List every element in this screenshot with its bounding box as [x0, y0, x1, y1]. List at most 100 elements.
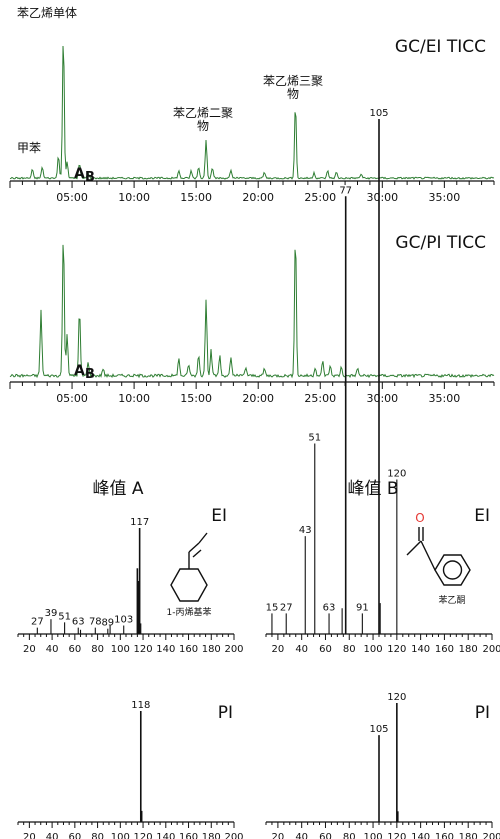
structure-a-name: 1-丙烯基苯	[167, 606, 212, 618]
x-tick-label: 160	[179, 644, 198, 655]
peak-label: 91	[356, 602, 369, 613]
x-tick-label: 140	[411, 832, 430, 839]
x-tick-label: 80	[91, 644, 104, 655]
x-tick-label: 160	[435, 832, 454, 839]
monomer-label: 苯乙烯单体	[17, 6, 77, 20]
x-tick-label: 25:00	[304, 191, 336, 204]
ei-peak-a-label: A	[74, 166, 85, 182]
peak-label: 27	[31, 617, 44, 628]
x-tick-label: 80	[91, 832, 104, 839]
x-tick-label: 60	[319, 644, 332, 655]
x-tick-label: 60	[319, 832, 332, 839]
x-tick-label: 40	[46, 832, 59, 839]
peak-label: 89	[101, 618, 114, 629]
peak-label: 78	[89, 617, 102, 628]
x-tick-label: 15:00	[180, 191, 212, 204]
peak-a-ei-mode-label: EI	[211, 506, 227, 526]
x-tick-label: 60	[68, 832, 81, 839]
peak-label: 120	[387, 469, 406, 480]
toluene-label: 甲苯	[17, 141, 41, 155]
x-tick-label: 200	[482, 644, 500, 655]
x-tick-label: 160	[435, 644, 454, 655]
x-tick-label: 200	[482, 832, 500, 839]
peak-label: 15	[266, 602, 279, 613]
peak-label: 51	[308, 432, 321, 443]
x-tick-label: 100	[111, 832, 130, 839]
x-tick-label: 10:00	[118, 191, 150, 204]
x-tick-label: 20	[272, 832, 285, 839]
x-tick-label: 35:00	[429, 392, 461, 405]
x-tick-label: 10:00	[118, 392, 150, 405]
x-tick-label: 25:00	[304, 392, 336, 405]
x-tick-label: 35:00	[429, 191, 461, 204]
x-tick-label: 160	[179, 832, 198, 839]
structure-b-diagram	[406, 527, 471, 586]
x-tick-label: 80	[343, 644, 356, 655]
x-tick-label: 05:00	[56, 191, 88, 204]
x-tick-label: 20	[23, 644, 36, 655]
trace-line	[9, 244, 495, 379]
ei-chromatogram: 05:00 10:00 15:00 20:00 25:00 30:00 35:00	[9, 45, 495, 204]
dimer-label-line2: 物	[197, 119, 209, 133]
peak-b-ei-mode-label: EI	[474, 506, 490, 526]
peak-label: 105	[369, 108, 388, 119]
peak-label: 103	[114, 615, 133, 626]
x-tick-label: 140	[411, 644, 430, 655]
x-tick-label: 140	[156, 832, 175, 839]
pi-peak-a-label: A	[74, 363, 85, 379]
peak-label: 63	[323, 602, 336, 613]
pi-peak-b-label: B	[85, 367, 95, 382]
peak-b-ei-spectrum: 20 40 60 80 100 120 140 160 180 200 15 27 43 51 63 77 91…	[265, 108, 500, 655]
peak-label: 43	[299, 525, 312, 536]
x-tick-label: 40	[295, 832, 308, 839]
peak-a-header: 峰值 A	[92, 479, 143, 499]
peak-label: 118	[131, 700, 150, 711]
x-tick-label: 20:00	[242, 392, 274, 405]
oxygen-label: O	[415, 511, 424, 525]
peak-b-pi-spectrum: 20 40 60 80 100 120 140 160 180 200 105 120	[265, 692, 500, 839]
x-tick-label: 30:00	[366, 191, 398, 204]
x-tick-label: 100	[111, 644, 130, 655]
x-tick-label: 40	[46, 644, 59, 655]
peak-label: 51	[58, 611, 71, 622]
x-tick-label: 20	[23, 832, 36, 839]
x-tick-label: 15:00	[180, 392, 212, 405]
x-tick-label: 60	[68, 644, 81, 655]
peak-label: 63	[72, 617, 85, 628]
x-tick-label: 100	[364, 832, 383, 839]
x-tick-label: 200	[224, 832, 243, 839]
x-tick-label: 120	[134, 644, 153, 655]
trimer-label-line2: 物	[287, 87, 299, 101]
peak-b-header: 峰值 B	[347, 479, 398, 499]
peak-a-pi-mode-label: PI	[218, 703, 233, 723]
peak-b-pi-mode-label: PI	[475, 703, 490, 723]
pi-chromatogram-title: GC/PI TICC	[395, 233, 486, 253]
structure-a-diagram	[170, 532, 208, 602]
x-tick-label: 80	[343, 832, 356, 839]
x-tick-label: 20:00	[242, 191, 274, 204]
x-tick-label: 120	[387, 644, 406, 655]
trace-line	[9, 45, 495, 180]
x-tick-label: 180	[459, 832, 478, 839]
x-tick-label: 100	[364, 644, 383, 655]
peak-label: 27	[280, 602, 293, 613]
x-tick-label: 30:00	[366, 392, 398, 405]
x-tick-label: 05:00	[56, 392, 88, 405]
x-tick-label: 40	[295, 644, 308, 655]
x-tick-label: 200	[224, 644, 243, 655]
dimer-label-line1: 苯乙烯二聚	[173, 106, 233, 120]
x-tick-label: 120	[134, 832, 153, 839]
x-tick-label: 120	[387, 832, 406, 839]
x-tick-label: 180	[459, 644, 478, 655]
peak-label: 77	[339, 185, 352, 196]
peak-label: 39	[45, 608, 58, 619]
peak-label: 105	[369, 724, 388, 735]
x-tick-label: 140	[156, 644, 175, 655]
x-tick-label: 20	[272, 644, 285, 655]
pi-chromatogram: 05:00 10:00 15:00 20:00 25:00 30:00 35:00	[9, 244, 495, 405]
x-tick-label: 180	[202, 832, 221, 839]
structure-b-name: 苯乙酮	[438, 594, 465, 606]
x-tick-label: 180	[202, 644, 221, 655]
